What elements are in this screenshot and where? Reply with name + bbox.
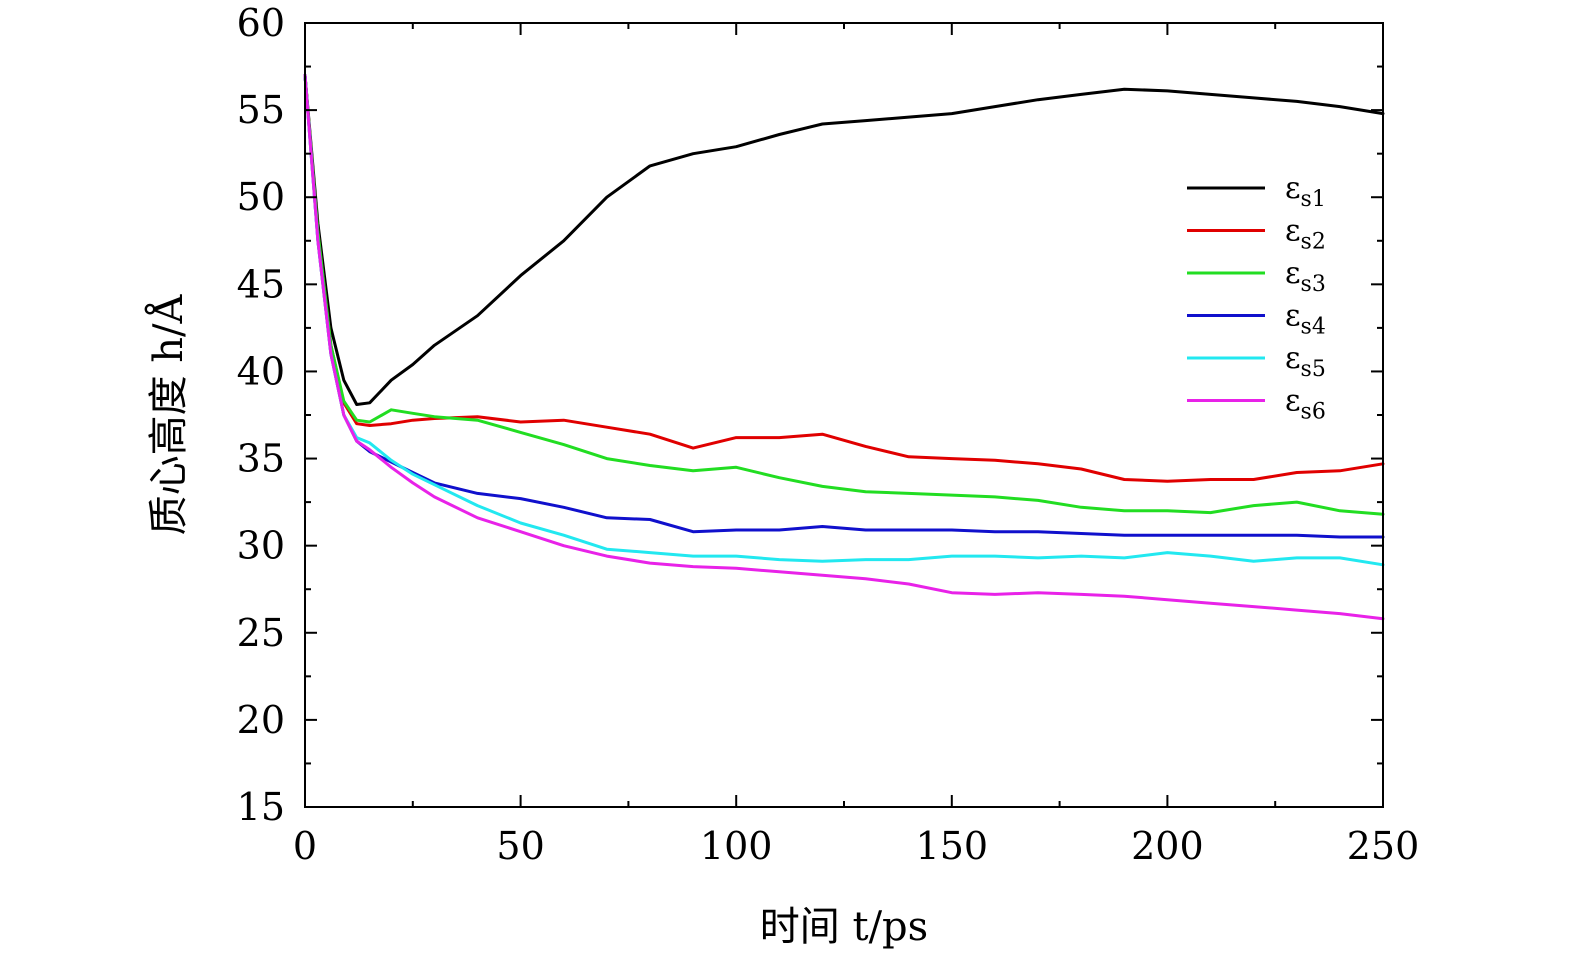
- legend-label-2: εs2: [1285, 214, 1326, 255]
- legend-subscript: s5: [1301, 357, 1326, 382]
- legend-symbol: ε: [1285, 214, 1301, 249]
- plot-lines: [303, 73, 1385, 621]
- series-line-5: [303, 73, 1385, 567]
- legend-label-4: εs4: [1285, 299, 1326, 340]
- legend-label-5: εs5: [1285, 341, 1326, 382]
- series-line-3: [303, 73, 1385, 516]
- y-tick-label: 15: [237, 785, 285, 829]
- y-tick-label: 20: [237, 698, 285, 742]
- legend-symbol: ε: [1285, 171, 1301, 206]
- legend-subscript: s6: [1301, 400, 1326, 425]
- y-tick-label: 60: [237, 1, 285, 45]
- y-tick-label: 45: [237, 262, 285, 306]
- legend-symbol: ε: [1285, 256, 1301, 291]
- series-line-6: [303, 73, 1385, 621]
- legend-label-1: εs1: [1285, 171, 1326, 212]
- x-tick-label: 150: [916, 824, 989, 868]
- legend-label-3: εs3: [1285, 256, 1326, 297]
- axis-ticks: [304, 22, 1384, 808]
- x-axis-label: 时间 t/ps: [760, 904, 928, 950]
- legend-symbol: ε: [1285, 341, 1301, 376]
- y-tick-label: 25: [237, 611, 285, 655]
- legend-label-6: εs6: [1285, 384, 1326, 425]
- y-tick-label: 35: [237, 437, 285, 481]
- series-line-1: [303, 73, 1385, 406]
- x-tick-label: 250: [1347, 824, 1420, 868]
- x-tick-label: 50: [496, 824, 544, 868]
- y-tick-label: 30: [237, 524, 285, 568]
- y-tick-label: 50: [237, 175, 285, 219]
- y-axis-label: 质心高度 h/Å: [145, 293, 192, 535]
- legend-symbol: ε: [1285, 384, 1301, 419]
- x-tick-label: 0: [293, 824, 317, 868]
- x-tick-label: 100: [700, 824, 773, 868]
- legend-symbol: ε: [1285, 299, 1301, 334]
- legend-subscript: s4: [1301, 315, 1326, 340]
- series-line-2: [303, 73, 1385, 483]
- tick-labels: 0 50 100 150 200 250 15 20 25 30 35 40 45 50 55 60: [237, 1, 1420, 868]
- y-tick-label: 55: [237, 88, 285, 132]
- legend-subscript: s3: [1301, 272, 1326, 297]
- legend-subscript: s1: [1301, 187, 1326, 212]
- legend-subscript: s2: [1301, 230, 1326, 255]
- x-tick-label: 200: [1131, 824, 1204, 868]
- y-tick-label: 40: [237, 349, 285, 393]
